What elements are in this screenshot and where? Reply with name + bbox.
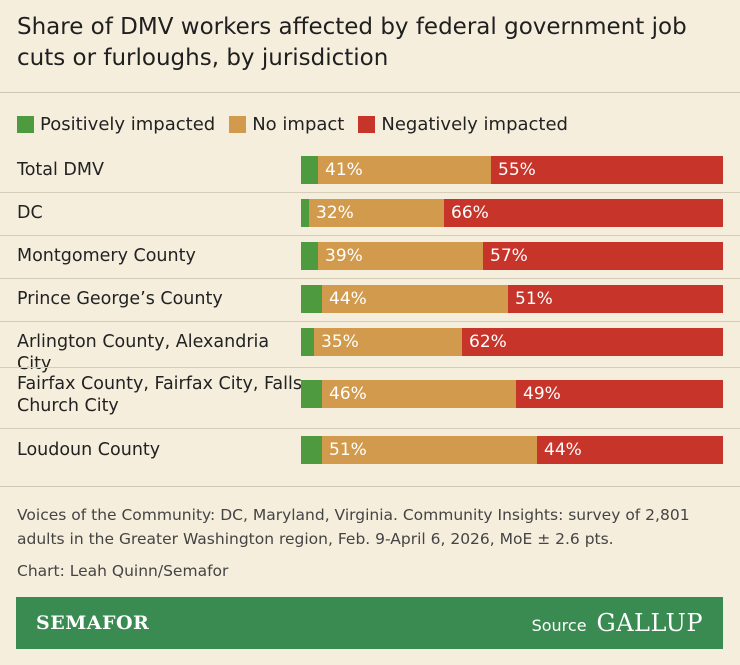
data-label: 66% bbox=[451, 203, 489, 223]
data-label: 46% bbox=[329, 384, 367, 404]
bar-segment: 51% bbox=[508, 285, 723, 313]
bar-segment: 44% bbox=[322, 285, 508, 313]
gallup-logo[interactable]: GALLUP bbox=[596, 609, 703, 637]
data-label: 49% bbox=[523, 384, 561, 404]
category-label: Montgomery County bbox=[17, 246, 196, 266]
data-label: 55% bbox=[498, 160, 536, 180]
legend-label: No impact bbox=[252, 114, 345, 135]
legend-swatch bbox=[229, 116, 247, 133]
category-label: Total DMV bbox=[17, 160, 104, 180]
data-label: 62% bbox=[469, 332, 507, 352]
bar-row: 44% 51% bbox=[301, 285, 723, 313]
row-divider bbox=[0, 192, 740, 193]
data-label: 51% bbox=[329, 440, 367, 460]
legend-label: Negatively impacted bbox=[381, 114, 568, 135]
category-label: Fairfax County, Fairfax City, Falls Chur… bbox=[17, 374, 302, 416]
legend-item: Positively impacted bbox=[17, 114, 215, 135]
bar-segment: 44% bbox=[537, 436, 723, 464]
bar-segment: 55% bbox=[491, 156, 723, 184]
legend-item: No impact bbox=[229, 114, 344, 135]
bar-row: 35% 62% bbox=[301, 328, 723, 356]
bar-row: 46% 49% bbox=[301, 380, 723, 408]
category-label: Prince George’s County bbox=[17, 289, 223, 309]
bar-segment: 39% bbox=[318, 242, 483, 270]
legend-label: Positively impacted bbox=[40, 114, 216, 135]
bar-segment: 51% bbox=[322, 436, 537, 464]
bar-segment: 62% bbox=[462, 328, 723, 356]
bar-segment: 49% bbox=[516, 380, 723, 408]
legend: Positively impacted No impact Negatively i… bbox=[17, 114, 582, 135]
bar-segment bbox=[301, 380, 322, 408]
title-divider bbox=[0, 92, 740, 93]
semafor-logo[interactable]: SEMAFOR bbox=[36, 612, 150, 634]
data-label: 44% bbox=[329, 289, 367, 309]
data-label: 39% bbox=[325, 246, 363, 266]
legend-swatch bbox=[358, 116, 376, 133]
bar-segment bbox=[301, 156, 318, 184]
bar-row: 41% 55% bbox=[301, 156, 723, 184]
bar-segment: 66% bbox=[444, 199, 723, 227]
notes-divider bbox=[0, 486, 740, 487]
chart-credit: Chart: Leah Quinn/Semafor bbox=[17, 562, 229, 580]
category-label: Loudoun County bbox=[17, 440, 161, 460]
source: Source GALLUP bbox=[532, 597, 703, 652]
data-label: 51% bbox=[515, 289, 553, 309]
bar-segment: 32% bbox=[309, 199, 444, 227]
bar-segment bbox=[301, 199, 309, 227]
footer-bar: SEMAFOR Source GALLUP bbox=[16, 597, 723, 649]
source-label: Source bbox=[531, 616, 587, 635]
bar-segment: 35% bbox=[314, 328, 462, 356]
data-label: 41% bbox=[325, 160, 363, 180]
row-divider bbox=[0, 367, 740, 368]
bar-segment: 41% bbox=[318, 156, 491, 184]
row-divider bbox=[0, 321, 740, 322]
bar-segment: 46% bbox=[322, 380, 516, 408]
category-label: DC bbox=[17, 203, 43, 223]
category-label: Arlington County, Alexandria City bbox=[17, 332, 270, 374]
bar-segment bbox=[301, 285, 322, 313]
data-label: 35% bbox=[321, 332, 359, 352]
chart-title: Share of DMV workers affected by federal… bbox=[17, 14, 687, 71]
legend-item: Negatively impacted bbox=[358, 114, 568, 135]
data-label: 32% bbox=[316, 203, 354, 223]
legend-swatch bbox=[17, 116, 34, 133]
data-label: 44% bbox=[544, 440, 582, 460]
bar-segment bbox=[301, 328, 314, 356]
data-label: 57% bbox=[490, 246, 528, 266]
row-divider bbox=[0, 428, 740, 429]
bar-segment bbox=[301, 242, 318, 270]
bar-row: 39% 57% bbox=[301, 242, 723, 270]
bar-segment: 57% bbox=[483, 242, 723, 270]
methodology-note: Voices of the Community: DC, Maryland, V… bbox=[17, 506, 690, 548]
bar-row: 32% 66% bbox=[301, 199, 723, 227]
bar-row: 51% 44% bbox=[301, 436, 723, 464]
row-divider bbox=[0, 278, 740, 279]
bar-segment bbox=[301, 436, 322, 464]
row-divider bbox=[0, 235, 740, 236]
